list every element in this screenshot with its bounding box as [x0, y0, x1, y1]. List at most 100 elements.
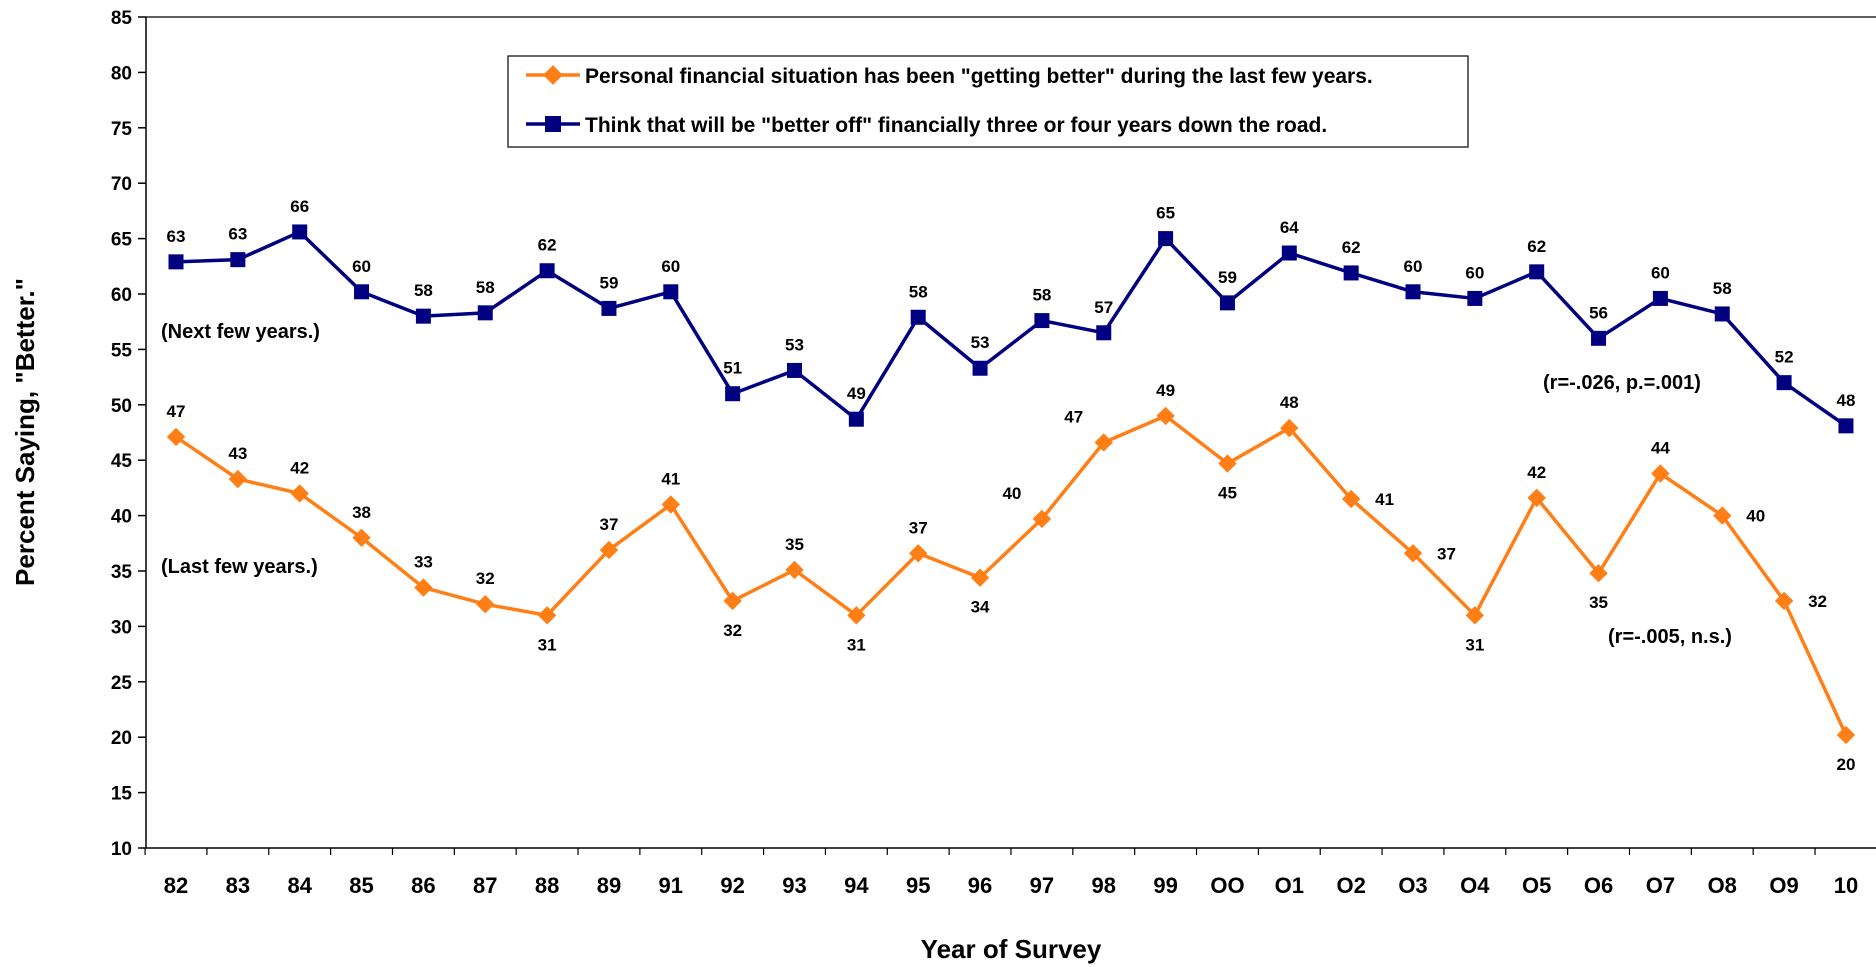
- y-tick-label: 60: [111, 285, 132, 306]
- data-label: 44: [1651, 438, 1670, 457]
- data-label: 48: [1836, 391, 1855, 410]
- x-tick-label: 99: [1153, 873, 1177, 898]
- y-tick-label: 85: [111, 8, 133, 29]
- data-label: 40: [1746, 507, 1765, 526]
- series-2-point: [725, 386, 741, 402]
- series-1-point: [1774, 591, 1794, 611]
- y-tick-label: 70: [111, 174, 132, 195]
- data-label: 41: [661, 470, 680, 489]
- x-tick-label: O7: [1646, 873, 1675, 898]
- x-tick-label: 88: [535, 873, 559, 898]
- y-tick-label: 40: [111, 507, 132, 528]
- x-tick-label: 96: [968, 873, 992, 898]
- annotation-next-few-years: (Next few years.): [161, 321, 320, 343]
- data-label: 33: [414, 553, 433, 572]
- y-tick-label: 75: [111, 119, 133, 140]
- data-label: 60: [1465, 263, 1484, 282]
- legend-label: Think that will be "better off" financia…: [585, 114, 1327, 137]
- series-2-point: [910, 309, 926, 325]
- x-tick-label: O8: [1708, 873, 1737, 898]
- y-axis-ticks: 10 15 20 25 30 35 40 45 50 55 60 65 70 75 80 85: [111, 8, 146, 860]
- series-1-point: [723, 591, 742, 611]
- series-2-point: [292, 224, 308, 240]
- legend-entry-series-2: Think that will be "better off" financia…: [526, 114, 1327, 137]
- x-tick-label: 93: [782, 873, 806, 898]
- data-label: 58: [909, 282, 928, 301]
- x-tick-label: 87: [473, 873, 497, 898]
- data-label: 38: [352, 503, 371, 522]
- series-2-point: [1652, 290, 1668, 306]
- y-tick-label: 20: [111, 728, 132, 749]
- series-1-point: [1527, 488, 1546, 508]
- y-tick-label: 80: [111, 63, 132, 84]
- series-1-line: [175, 414, 1848, 736]
- data-label: 58: [476, 278, 495, 297]
- series-2-point: [1158, 231, 1174, 247]
- series-2-point: [1034, 313, 1050, 329]
- series-1-point: [1589, 564, 1608, 583]
- data-label: 63: [228, 225, 247, 244]
- data-label: 60: [1404, 257, 1423, 276]
- data-label: 58: [1032, 286, 1051, 305]
- x-tick-label: 91: [659, 873, 683, 898]
- x-tick-label: 10: [1834, 873, 1858, 898]
- data-label: 65: [1156, 204, 1175, 223]
- x-tick-label: 85: [349, 873, 373, 898]
- legend-entry-series-1: Personal financial situation has been "g…: [526, 65, 1373, 88]
- y-tick-label: 25: [111, 673, 133, 694]
- annotation-last-few-years: (Last few years.): [161, 556, 318, 578]
- series-2-point: [415, 308, 431, 324]
- series-1-point: [785, 560, 804, 580]
- series-2-point: [1405, 284, 1421, 300]
- data-label: 53: [971, 333, 990, 352]
- series-2-point: [168, 254, 184, 270]
- series-2-point: [663, 284, 679, 300]
- data-label: 62: [1527, 237, 1546, 256]
- series-1-point: [1341, 489, 1361, 509]
- series-2-point: [1281, 245, 1297, 261]
- data-label: 43: [228, 444, 247, 463]
- data-label: 37: [599, 515, 618, 534]
- series-1-point: [1836, 725, 1856, 745]
- data-label: 51: [723, 359, 742, 378]
- data-label: 40: [1002, 484, 1021, 503]
- series-2-point: [1343, 265, 1359, 281]
- annotation-r-past: (r=-.005, n.s.): [1608, 626, 1732, 648]
- series-2-point: [1096, 325, 1112, 341]
- y-tick-label: 10: [111, 839, 132, 860]
- legend-label: Personal financial situation has been "g…: [585, 65, 1373, 88]
- data-label: 64: [1280, 218, 1299, 237]
- series-1-point: [1280, 418, 1299, 438]
- data-label: 35: [1589, 593, 1608, 612]
- x-axis-ticks: 82 83 84 85 86 87 88 89 91 92 93 94 95 96 97 98 99 OO O1 O2…: [144, 848, 1858, 898]
- data-label: 31: [538, 635, 557, 654]
- series-2-point: [354, 284, 370, 300]
- series-1-point: [414, 578, 433, 597]
- data-label: 31: [1465, 635, 1484, 654]
- series-1-point: [537, 606, 557, 625]
- x-tick-label: O6: [1584, 873, 1613, 898]
- x-tick-label: 89: [597, 873, 621, 898]
- legend-box: [507, 55, 1469, 148]
- series-1-point: [1713, 506, 1732, 525]
- x-tick-label: 82: [164, 873, 188, 898]
- series-2-point: [1776, 375, 1792, 391]
- data-label: 62: [538, 236, 557, 255]
- data-label: 32: [723, 621, 742, 640]
- x-tick-label: 97: [1030, 873, 1054, 898]
- x-tick-label: O3: [1398, 873, 1427, 898]
- series-1-point: [166, 427, 186, 447]
- data-label: 60: [661, 257, 680, 276]
- data-label: 47: [1064, 407, 1083, 426]
- y-tick-label: 55: [111, 340, 133, 361]
- data-label: 58: [1713, 279, 1732, 298]
- series-1-point: [1218, 454, 1237, 473]
- x-tick-label: 84: [287, 873, 312, 898]
- data-label: 60: [1651, 263, 1670, 282]
- data-label: 42: [290, 458, 309, 477]
- series-2-point: [787, 362, 802, 378]
- data-label: 63: [167, 227, 186, 246]
- series-2-point: [1467, 290, 1483, 306]
- legend-square-marker: [545, 116, 561, 132]
- data-label: 20: [1836, 755, 1855, 774]
